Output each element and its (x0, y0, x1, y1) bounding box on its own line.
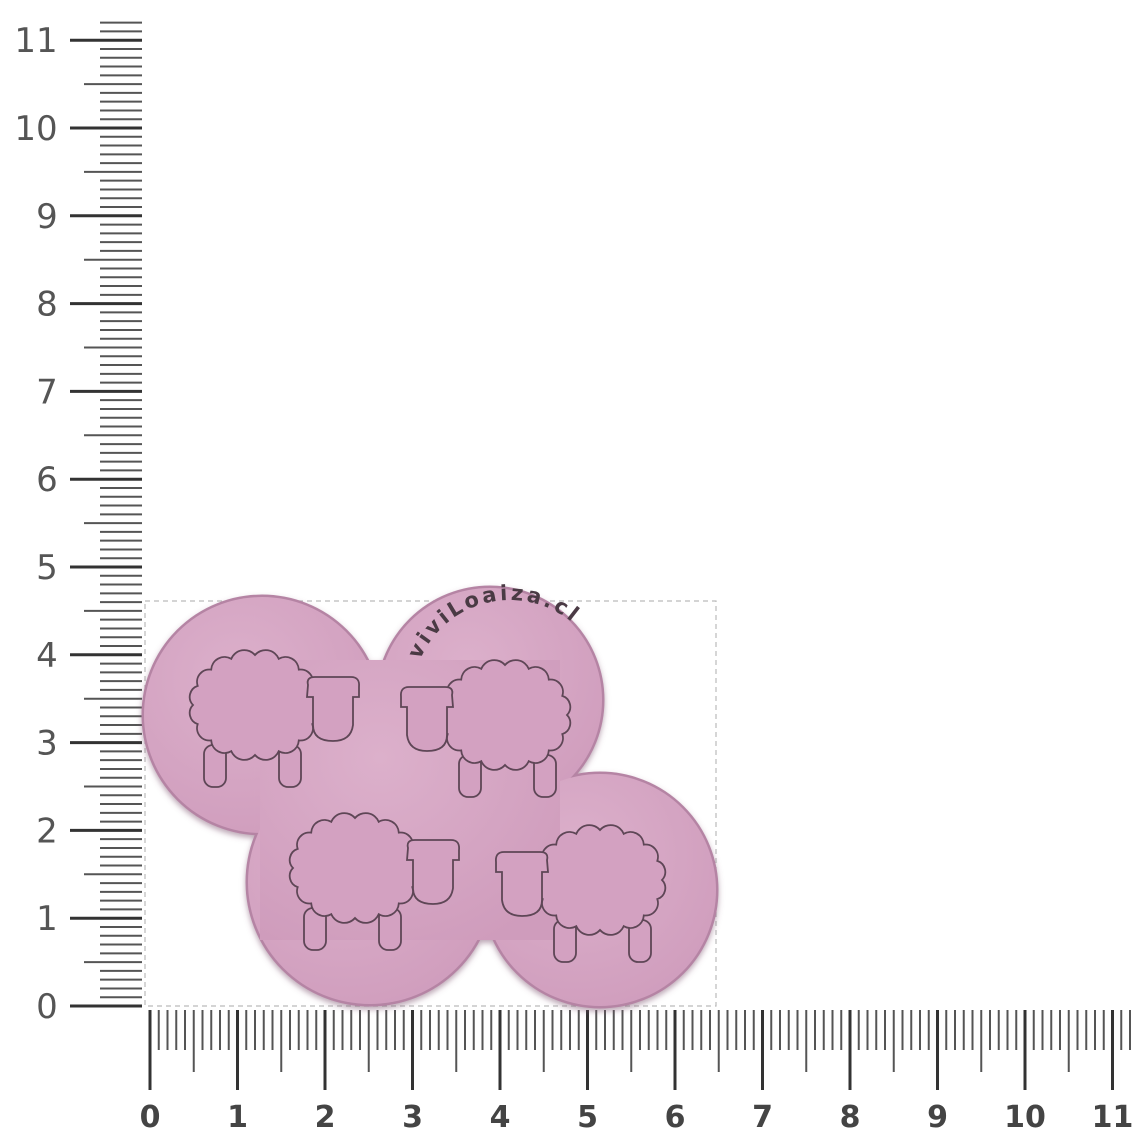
horizontal-ruler-label: 3 (402, 1100, 423, 1135)
sheep-cavity (288, 812, 460, 951)
sheep-cavity (495, 824, 667, 963)
sheep-cavity (400, 659, 572, 798)
horizontal-ruler-label: 6 (665, 1100, 686, 1135)
vertical-ruler-label: 5 (36, 548, 58, 588)
sheep-head (306, 676, 360, 742)
dimension-box (144, 600, 717, 1007)
horizontal-ruler-label: 10 (1004, 1100, 1046, 1135)
vertical-ruler-label: 0 (36, 987, 58, 1027)
vertical-ruler-label: 3 (36, 724, 58, 764)
horizontal-ruler-label: 8 (840, 1100, 861, 1135)
sheep-head (495, 851, 549, 917)
vertical-ruler-label: 4 (36, 636, 58, 676)
horizontal-ruler-label: 11 (1092, 1100, 1134, 1135)
sheep-cavity (188, 649, 360, 788)
sheep-cavities (188, 649, 667, 963)
sheep-body (188, 649, 322, 761)
horizontal-ruler-label: 0 (140, 1100, 161, 1135)
horizontal-ruler-label: 9 (927, 1100, 948, 1135)
vertical-ruler-label: 7 (36, 372, 58, 412)
horizontal-ruler: 0 1 2 3 4 5 6 7 8 9 10 11 (140, 1010, 1134, 1135)
vertical-ruler-label: 8 (36, 285, 58, 325)
horizontal-ruler-label: 4 (490, 1100, 511, 1135)
horizontal-ruler-label: 1 (227, 1100, 248, 1135)
vertical-ruler-label: 10 (14, 109, 57, 149)
sheep-body (288, 812, 422, 924)
vertical-ruler-label: 6 (36, 460, 58, 500)
horizontal-ruler-label: 7 (752, 1100, 773, 1135)
vertical-ruler: 0 1 2 3 4 5 6 7 8 9 10 11 (14, 21, 142, 1027)
vertical-ruler-label: 1 (36, 899, 58, 939)
vertical-ruler-label: 2 (36, 811, 58, 851)
sheep-head (406, 839, 460, 905)
sheep-head (400, 686, 454, 752)
vertical-ruler-label: 9 (36, 197, 58, 237)
vertical-ruler-label: 11 (14, 21, 57, 61)
horizontal-ruler-label: 2 (315, 1100, 336, 1135)
horizontal-ruler-label: 5 (577, 1100, 598, 1135)
